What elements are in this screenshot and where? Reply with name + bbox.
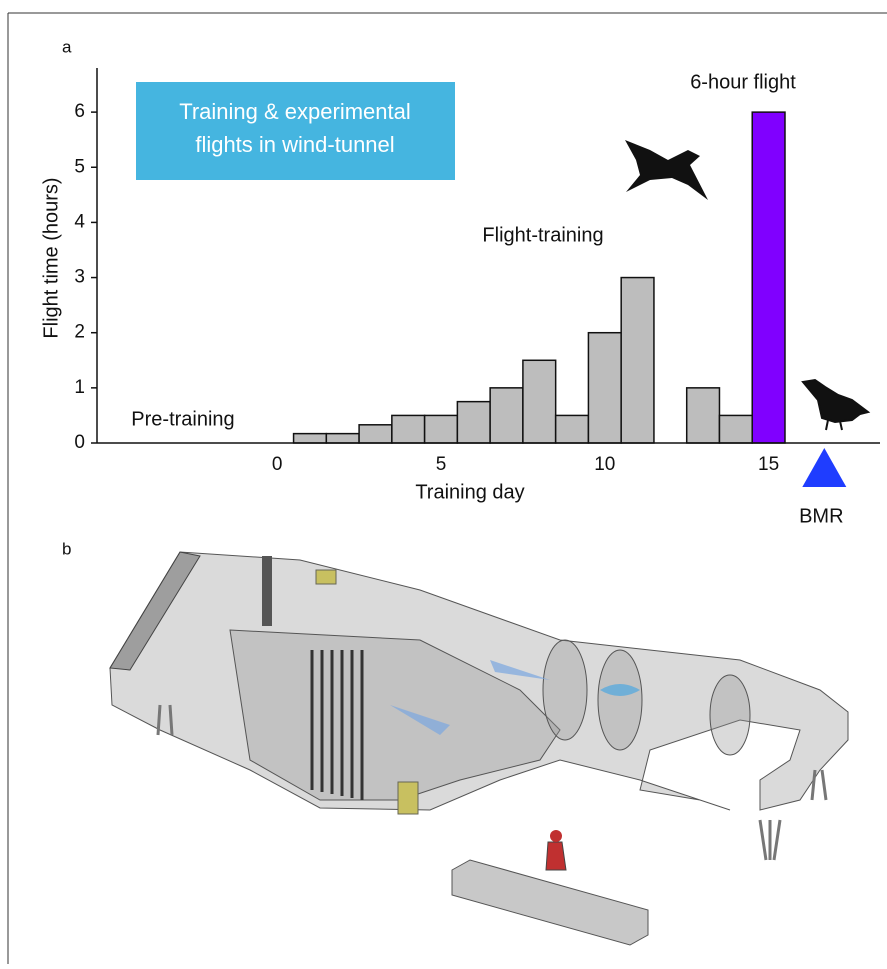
screen [262, 556, 272, 626]
bar [718, 414, 753, 444]
y-tick-label: 6 [74, 101, 85, 122]
panel-box [315, 569, 337, 585]
annotation: Flight-training [482, 224, 603, 246]
test-section [542, 639, 588, 741]
x-tick-label: 0 [272, 454, 283, 475]
flow-arrow [490, 660, 550, 680]
bar [554, 414, 590, 444]
tunnel-body [109, 551, 849, 811]
panel-label: b [62, 539, 71, 558]
info-text: Training & experimental [179, 99, 411, 124]
bmr-marker [802, 448, 847, 487]
bird-perched [801, 378, 871, 431]
y-tick-label: 4 [74, 211, 85, 232]
y-tick-label: 3 [74, 267, 85, 288]
bar [325, 432, 360, 444]
bar [620, 276, 655, 444]
y-tick-label: 5 [74, 156, 85, 177]
bar [587, 331, 622, 444]
operator [545, 841, 567, 871]
panel-box [397, 781, 419, 815]
operator-head [550, 830, 562, 842]
y-tick-label: 0 [74, 432, 85, 453]
annotation: 6-hour flight [690, 71, 796, 93]
annotation: Pre-training [131, 408, 234, 430]
tunnel-legs [156, 704, 828, 861]
bench [451, 859, 649, 946]
y-axis-label: Flight time (hours) [40, 177, 62, 338]
bmr-label: BMR [799, 505, 843, 527]
test-section [709, 674, 751, 756]
bar [751, 111, 786, 444]
tunnel-edge [109, 551, 201, 671]
x-tick-label: 10 [594, 454, 615, 475]
x-tick-label: 5 [436, 454, 447, 475]
y-tick-label: 2 [74, 322, 85, 343]
y-tick-label: 1 [74, 377, 85, 398]
bar [358, 424, 393, 444]
bird-flying [625, 140, 708, 200]
flow-arrow [390, 705, 450, 735]
panel-label: a [62, 37, 72, 56]
test-section [597, 649, 643, 751]
x-tick-label: 15 [758, 454, 779, 475]
bar [685, 387, 721, 444]
bar [391, 414, 426, 444]
x-axis-label: Training day [415, 481, 524, 503]
bar [423, 414, 459, 444]
info-box [136, 82, 455, 180]
bar [489, 387, 524, 444]
wind-tunnel [109, 551, 849, 946]
info-text: flights in wind-tunnel [195, 132, 394, 157]
bar [456, 400, 491, 444]
bar [522, 359, 557, 444]
bird-in-tunnel [600, 684, 640, 696]
bar [292, 432, 328, 444]
